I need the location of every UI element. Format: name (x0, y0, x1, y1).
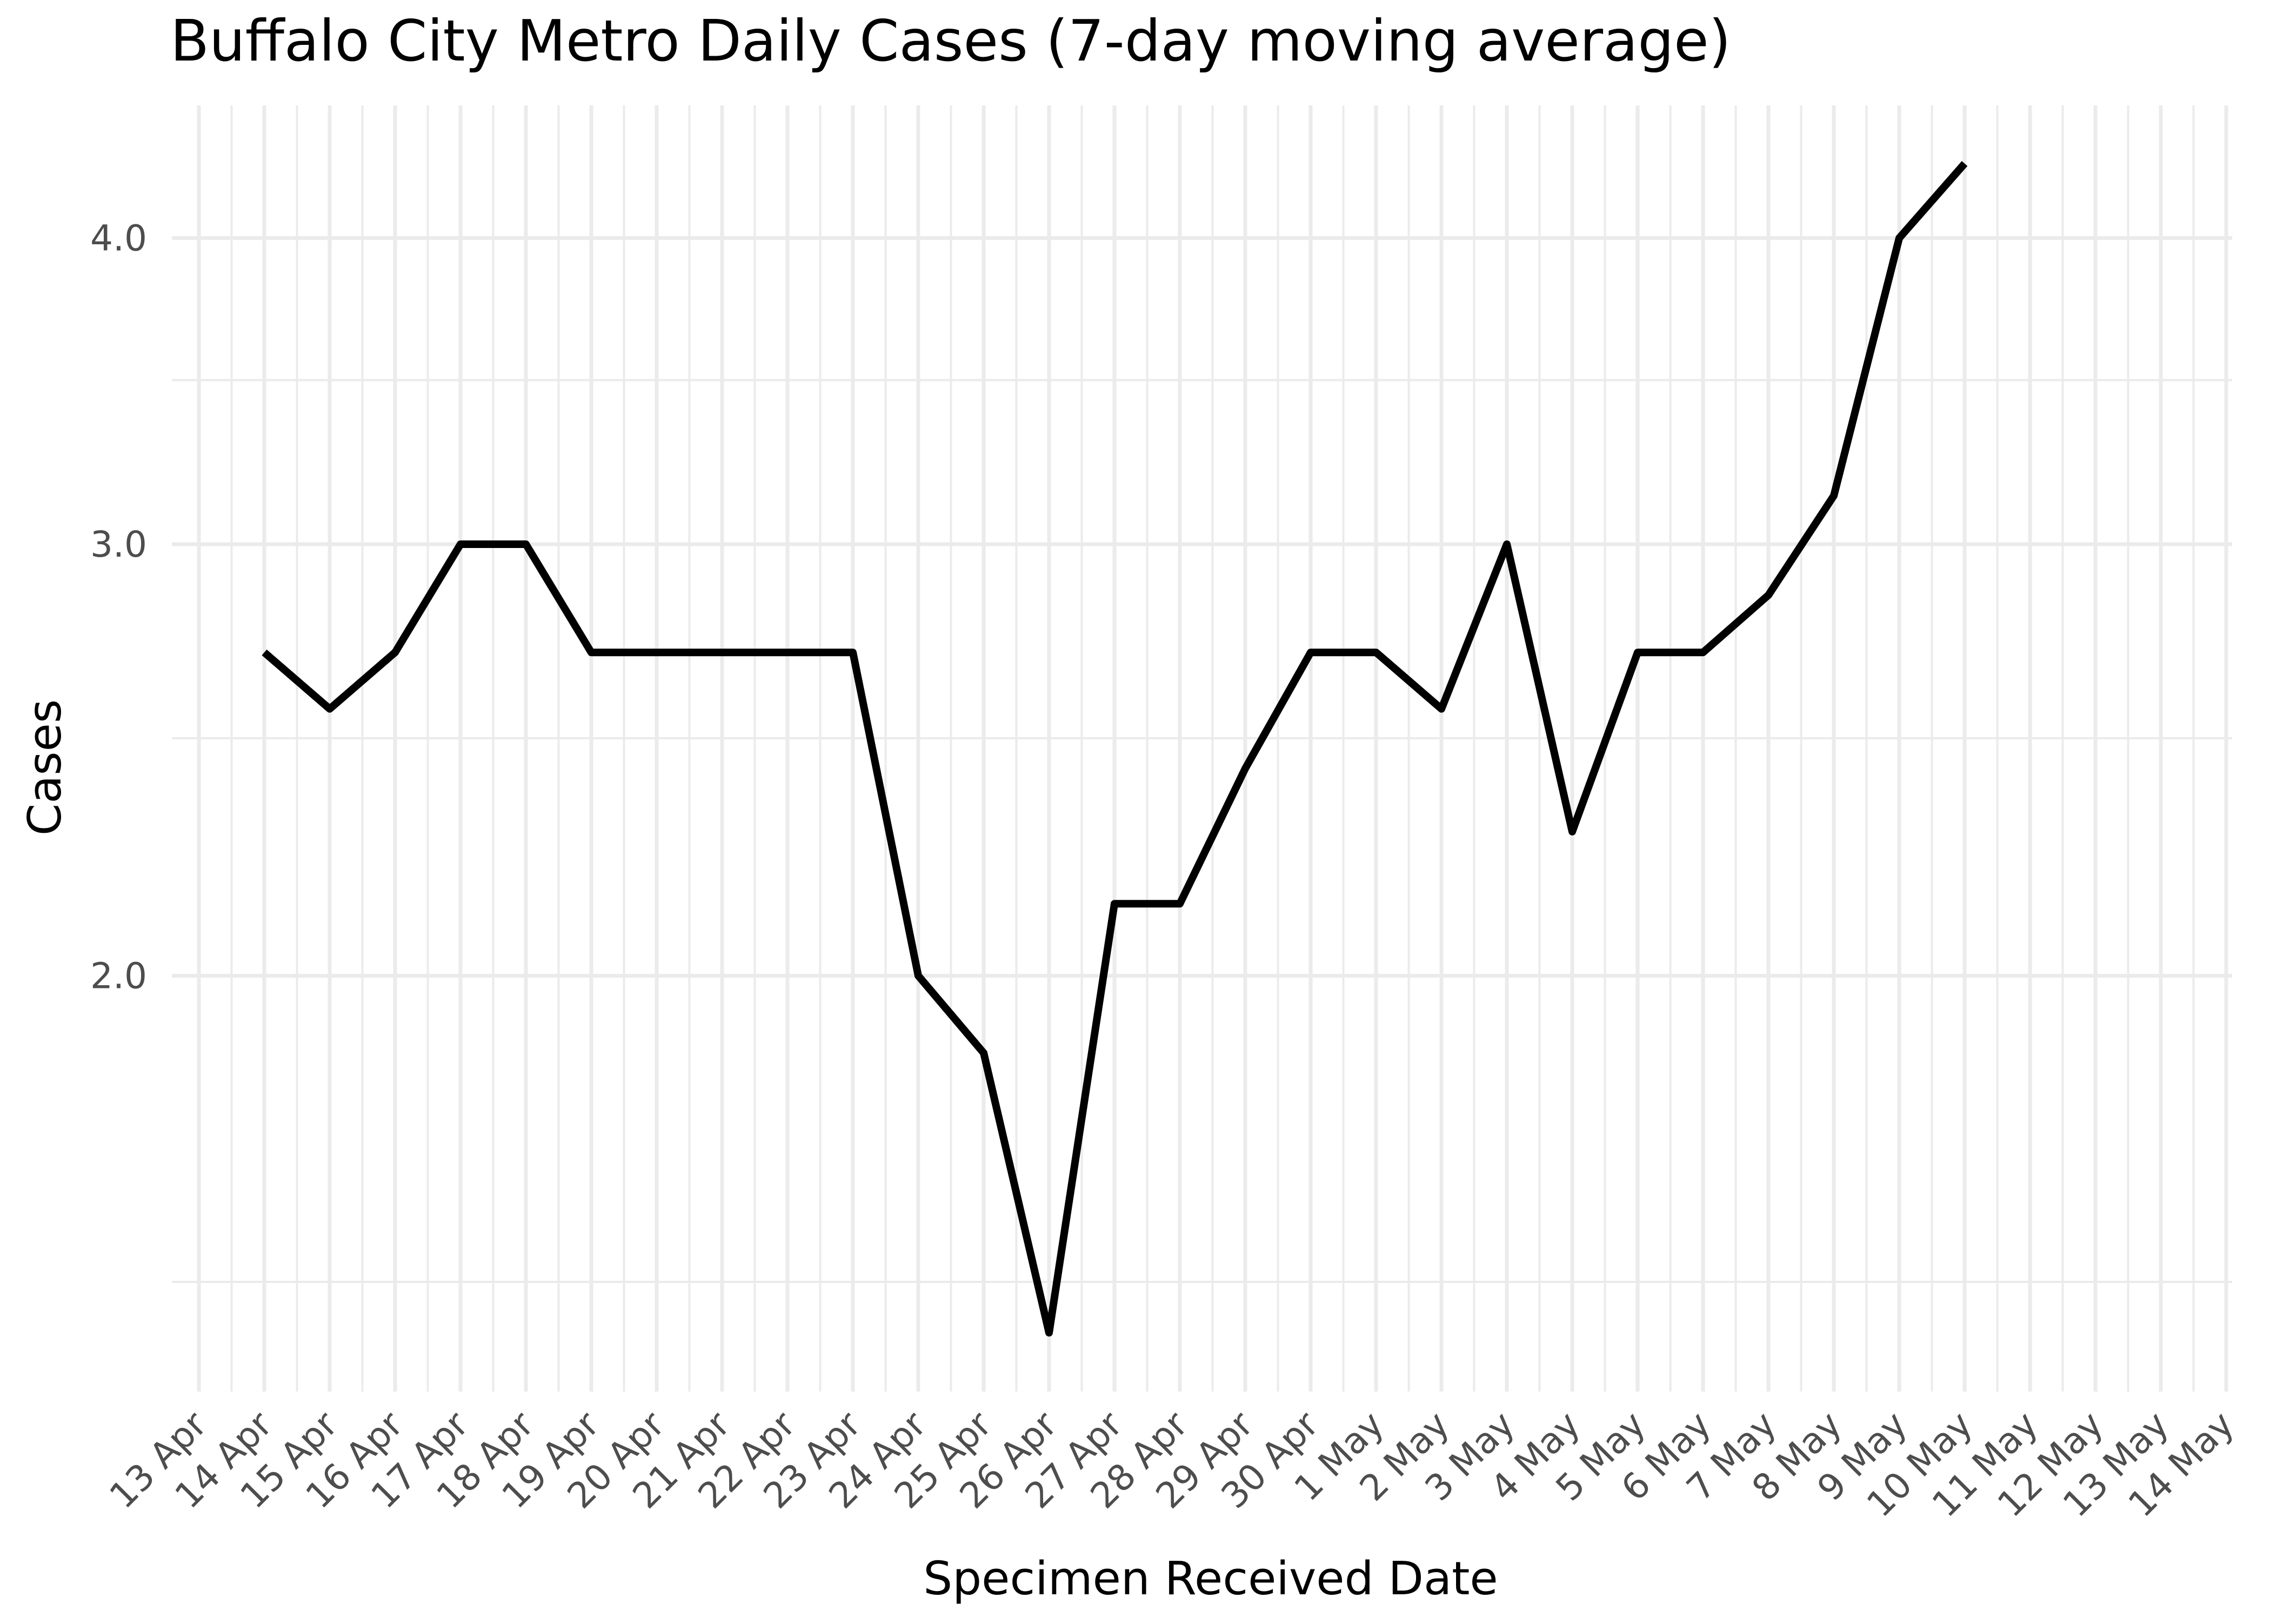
y-axis-ticks: 2.0 3.0 4.0 (90, 217, 147, 997)
y-axis-title: Cases (18, 699, 72, 836)
series-line (262, 161, 1968, 1337)
series-layer (262, 161, 1968, 1337)
y-tick-label: 3.0 (90, 524, 147, 565)
gridlines (172, 105, 2232, 1392)
y-tick-label: 4.0 (90, 217, 147, 259)
chart-title: Buffalo City Metro Daily Cases (7-day mo… (170, 8, 1731, 74)
y-tick-label: 2.0 (90, 955, 147, 997)
x-axis-title: Specimen Received Date (923, 1552, 1498, 1606)
